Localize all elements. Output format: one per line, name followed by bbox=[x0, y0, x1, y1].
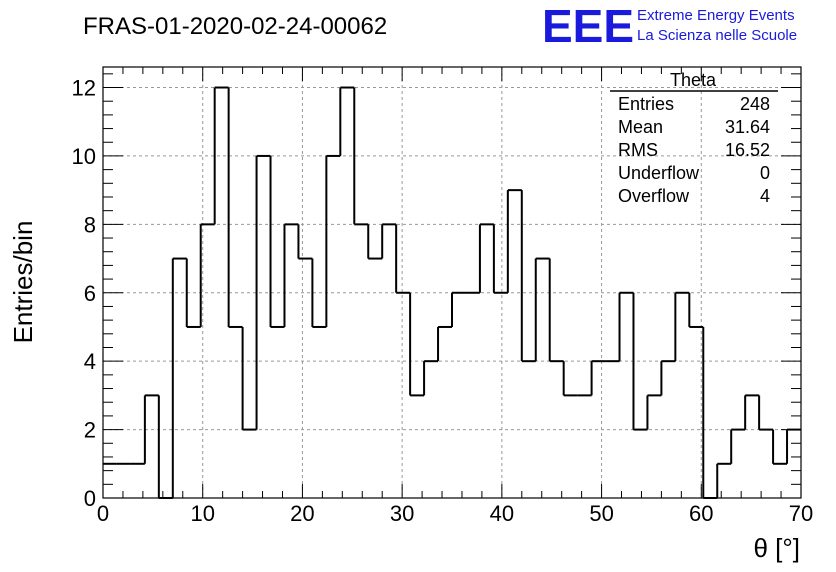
eee-logo-mark: EEE bbox=[542, 0, 634, 52]
x-tick-label: 20 bbox=[290, 501, 314, 526]
stats-rms-value: 16.52 bbox=[725, 140, 770, 160]
stats-entries-value: 248 bbox=[740, 94, 770, 114]
plot-frame bbox=[102, 66, 802, 499]
histogram-series bbox=[103, 86, 801, 499]
y-axis-label: Entries/bin bbox=[8, 221, 38, 344]
y-tick-label: 12 bbox=[72, 76, 96, 101]
eee-logo-line2: La Scienza nelle Scuole bbox=[637, 27, 797, 44]
x-tick-label: 0 bbox=[97, 501, 109, 526]
stats-overflow-value: 4 bbox=[760, 186, 770, 206]
x-tick-label: 40 bbox=[490, 501, 514, 526]
grid-lines bbox=[103, 67, 801, 498]
stats-box: Theta Entries 248 Mean 31.64 RMS 16.52 U… bbox=[610, 70, 778, 206]
stats-mean-value: 31.64 bbox=[725, 117, 770, 137]
stats-underflow-label: Underflow bbox=[618, 163, 700, 183]
y-tick-label: 10 bbox=[72, 144, 96, 169]
stats-underflow-value: 0 bbox=[760, 163, 770, 183]
stats-overflow-label: Overflow bbox=[618, 186, 690, 206]
y-tick-label: 4 bbox=[84, 349, 96, 374]
x-tick-label: 30 bbox=[390, 501, 414, 526]
chart-title: FRAS-01-2020-02-24-00062 bbox=[83, 13, 387, 40]
y-tick-labels: 0 2 4 6 8 10 12 bbox=[72, 76, 96, 511]
stats-entries-label: Entries bbox=[618, 94, 674, 114]
x-tick-label: 70 bbox=[789, 501, 813, 526]
eee-logo: EEE Extreme Energy Events La Scienza nel… bbox=[542, 0, 797, 52]
y-tick-label: 6 bbox=[84, 281, 96, 306]
x-tick-label: 10 bbox=[190, 501, 214, 526]
y-tick-label: 0 bbox=[84, 486, 96, 511]
eee-logo-line1: Extreme Energy Events bbox=[637, 7, 795, 24]
x-tick-labels: 0 10 20 30 40 50 60 70 bbox=[97, 501, 813, 526]
stats-rms-label: RMS bbox=[618, 140, 658, 160]
y-tick-label: 8 bbox=[84, 212, 96, 237]
y-tick-label: 2 bbox=[84, 418, 96, 443]
x-tick-label: 50 bbox=[589, 501, 613, 526]
axis-ticks bbox=[102, 67, 802, 499]
stats-title: Theta bbox=[670, 70, 717, 90]
x-tick-label: 60 bbox=[689, 501, 713, 526]
stats-mean-label: Mean bbox=[618, 117, 663, 137]
x-axis-label: θ [°] bbox=[753, 533, 800, 563]
